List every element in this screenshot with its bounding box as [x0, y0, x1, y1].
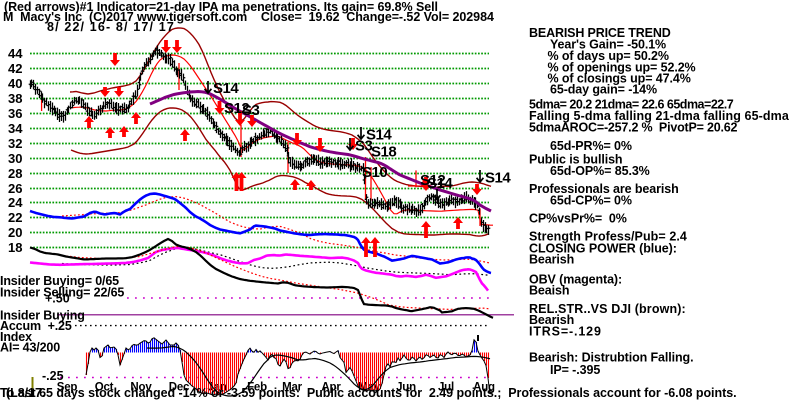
svg-text:% of days up= 50.2%: % of days up= 50.2% [548, 49, 669, 63]
svg-text:Bearish: Distrubtion Falling.: Bearish: Distrubtion Falling. [529, 351, 693, 365]
svg-text:IP= -.395: IP= -.395 [550, 363, 600, 377]
svg-text:% of closings up= 47.4%: % of closings up= 47.4% [548, 72, 691, 86]
svg-text:Strength Profess/Pub= 2.4: Strength Profess/Pub= 2.4 [529, 230, 687, 244]
svg-text:S14: S14 [485, 170, 511, 187]
svg-text:REL.STR..VS DJI (brown):: REL.STR..VS DJI (brown): [529, 302, 686, 316]
svg-text:18: 18 [8, 240, 22, 255]
svg-text:Apr: Apr [321, 382, 341, 394]
svg-text:(Last 65 days stock changed -1: (Last 65 days stock changed -14% or -3.5… [6, 386, 737, 400]
svg-text:22: 22 [8, 210, 22, 225]
svg-text:Bearish: Bearish [529, 313, 574, 327]
svg-text:65d-OP%= 85.3%: 65d-OP%= 85.3% [550, 164, 650, 178]
svg-text:Index: Index [0, 330, 32, 344]
svg-text:5dmaAROC=-257.2 % PivotP= 20.: 5dmaAROC=-257.2 % PivotP= 20.62 [529, 121, 738, 135]
svg-text:38: 38 [8, 91, 22, 106]
svg-text:To 8/17.: To 8/17. [0, 386, 45, 400]
svg-text:5dma= 20.2 21dma= 22.6 65dma=2: 5dma= 20.2 21dma= 22.6 65dma=22.7 [529, 98, 734, 112]
svg-text:Feb: Feb [247, 382, 267, 394]
svg-text:Sep: Sep [57, 382, 78, 394]
svg-text:Accum +.25: Accum +.25 [0, 319, 72, 333]
svg-text:Falling 5-dma falling 21-dma f: Falling 5-dma falling 21-dma falling 65-… [529, 109, 790, 123]
svg-text:BEARISH PRICE TREND: BEARISH PRICE TREND [529, 26, 671, 40]
svg-text:42: 42 [8, 61, 22, 76]
svg-text:S3: S3 [242, 102, 260, 119]
svg-text:44: 44 [8, 46, 23, 61]
svg-text:Dec: Dec [169, 382, 190, 394]
svg-text:Jun: Jun [396, 382, 416, 394]
svg-text:S12: S12 [224, 100, 249, 117]
svg-text:36: 36 [8, 106, 22, 121]
svg-text:26: 26 [8, 181, 22, 196]
svg-text:28: 28 [8, 166, 22, 181]
svg-text:% of openings up= 52.2%: % of openings up= 52.2% [548, 61, 696, 75]
svg-text:32: 32 [8, 136, 22, 151]
svg-text:30: 30 [8, 151, 22, 166]
svg-text:S18: S18 [371, 144, 396, 161]
svg-text:Insider Selling= 22/65: Insider Selling= 22/65 [0, 286, 124, 300]
svg-text:CLOSING POWER (blue):: CLOSING POWER (blue): [529, 242, 677, 256]
svg-text:Mar: Mar [282, 382, 303, 394]
svg-text:65d-PR%= 0%: 65d-PR%= 0% [550, 139, 632, 153]
svg-text:Bearish: Bearish [529, 253, 574, 267]
svg-text:Oct: Oct [95, 382, 114, 394]
svg-text:65d-CP%= 0%: 65d-CP%= 0% [550, 194, 632, 208]
svg-text:Insider Buying= 0/65: Insider Buying= 0/65 [0, 274, 119, 288]
svg-text:-.25: -.25 [42, 369, 64, 383]
svg-text:S10: S10 [362, 164, 387, 181]
svg-text:S3: S3 [355, 138, 373, 155]
svg-text:Public is bullish: Public is bullish [529, 153, 622, 167]
svg-text:40: 40 [8, 76, 22, 91]
svg-text:Professionals are bearish: Professionals are bearish [529, 182, 679, 196]
svg-text:Jul: Jul [438, 382, 454, 394]
svg-text:ITRS=-.129: ITRS=-.129 [529, 325, 602, 339]
svg-text:S14: S14 [366, 127, 392, 144]
svg-text:8/ 22/ 16- 8/ 17/ 17: 8/ 22/ 16- 8/ 17/ 17 [47, 20, 175, 34]
svg-text:(Red arrows)#1 Indicator=21-da: (Red arrows)#1 Indicator=21-day IPA ma p… [4, 0, 438, 14]
svg-text:+.50: +.50 [45, 292, 70, 306]
svg-text:Nov: Nov [130, 382, 152, 394]
svg-text:OBV (magenta):: OBV (magenta): [529, 273, 622, 287]
svg-text:S14: S14 [427, 175, 453, 192]
svg-text:M Macy's Inc (C)2017 www.tig: M Macy's Inc (C)2017 www.tigersoft.com C… [3, 10, 494, 24]
svg-text:24: 24 [8, 195, 23, 210]
svg-text:AI= 43/200: AI= 43/200 [0, 341, 60, 355]
svg-text:Year's Gain= -50.1%: Year's Gain= -50.1% [550, 38, 666, 52]
svg-text:34: 34 [8, 121, 23, 136]
svg-text:CP%vsPr%= 0%: CP%vsPr%= 0% [529, 212, 627, 226]
svg-text:65-day gain= -14%: 65-day gain= -14% [550, 83, 657, 97]
svg-text:Insider Buying: Insider Buying [0, 309, 85, 323]
svg-text:20: 20 [8, 225, 22, 240]
svg-text:Beaish: Beaish [529, 284, 569, 298]
svg-text:S12: S12 [420, 172, 445, 189]
svg-text:S14: S14 [213, 80, 239, 97]
